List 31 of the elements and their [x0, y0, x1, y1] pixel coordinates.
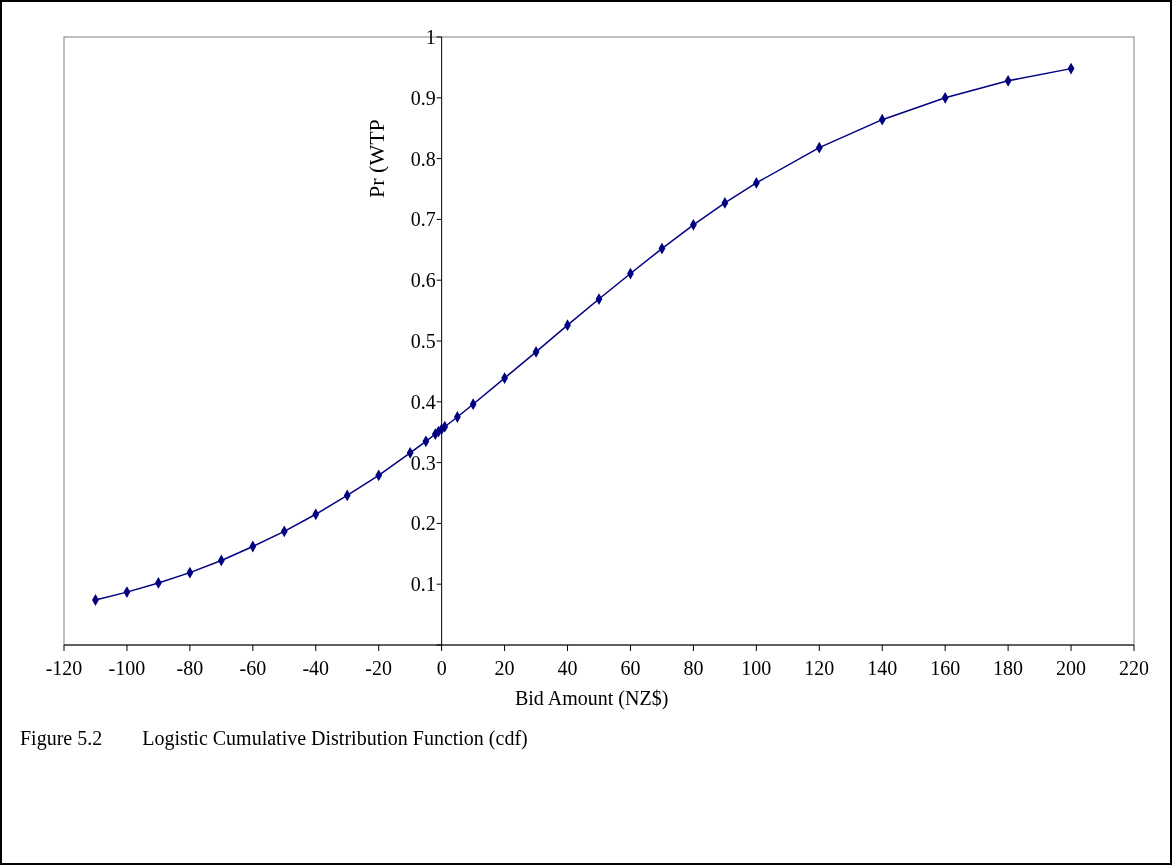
y-tick-label: 0.4 [410, 390, 436, 413]
x-tick-label: 40 [557, 657, 578, 679]
x-tick-label: -80 [176, 657, 204, 679]
x-tick-label: -60 [239, 657, 267, 679]
x-tick-label: -100 [108, 657, 146, 679]
x-tick-label: 120 [804, 657, 835, 679]
y-tick-label: 0.9 [410, 86, 436, 109]
x-tick-label: 80 [683, 657, 704, 679]
x-tick-label: 20 [494, 657, 515, 679]
y-tick-label: 0.1 [410, 573, 436, 596]
x-tick-label: 220 [1119, 657, 1149, 679]
x-tick-label: 60 [620, 657, 641, 679]
x-tick-label: 100 [741, 657, 772, 679]
x-tick-label: -40 [302, 657, 330, 679]
x-tick-label: 140 [867, 657, 898, 679]
y-tick-label: 0.6 [410, 269, 436, 292]
x-tick-label: 160 [930, 657, 961, 679]
y-tick-label: 0.3 [410, 451, 436, 474]
y-tick-label: 1 [425, 26, 436, 48]
y-tick-label: 0.5 [410, 330, 436, 352]
x-axis-title: Bid Amount (NZ$) [514, 687, 669, 710]
x-tick-label: -120 [45, 657, 83, 679]
x-tick-label: 180 [993, 657, 1024, 679]
y-tick-label: 0.7 [410, 208, 436, 231]
caption: Figure 5.2 Logistic Cumulative Distribution Function (cdf) [20, 727, 528, 750]
x-tick-label: 0 [436, 657, 447, 679]
y-tick-label: 0.2 [410, 512, 436, 535]
x-tick-label: -20 [365, 657, 393, 679]
y-tick-label: 0.8 [410, 147, 436, 170]
x-tick-label: 200 [1056, 657, 1087, 679]
y-axis-title: Pr (WTP [363, 119, 389, 199]
